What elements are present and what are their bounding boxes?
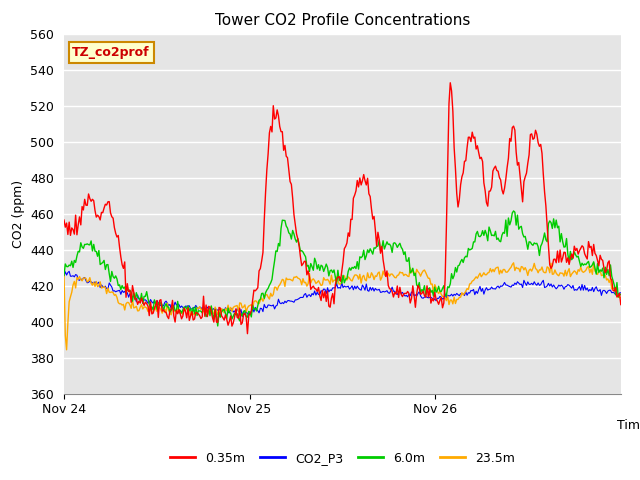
CO2_P3 <box>239 314 246 320</box>
Text: TZ_co2prof: TZ_co2prof <box>72 46 150 59</box>
CO2_P3 <box>617 290 625 296</box>
CO2_P3 <box>573 287 580 293</box>
0.35m <box>447 80 454 85</box>
6.0m <box>448 271 456 276</box>
CO2_P3 <box>503 282 511 288</box>
23.5m <box>448 297 456 303</box>
0.35m <box>617 302 625 308</box>
0.35m <box>492 163 499 169</box>
23.5m <box>617 295 625 300</box>
0.35m <box>60 217 68 223</box>
Line: 6.0m: 6.0m <box>64 211 621 326</box>
Title: Tower CO2 Profile Concentrations: Tower CO2 Profile Concentrations <box>214 13 470 28</box>
23.5m <box>60 271 68 277</box>
Line: 23.5m: 23.5m <box>64 263 621 350</box>
23.5m <box>590 260 598 265</box>
6.0m <box>60 273 68 278</box>
CO2_P3 <box>60 273 68 279</box>
6.0m <box>490 233 498 239</box>
X-axis label: Time: Time <box>616 419 640 432</box>
0.35m <box>573 246 580 252</box>
Legend: 0.35m, CO2_P3, 6.0m, 23.5m: 0.35m, CO2_P3, 6.0m, 23.5m <box>165 447 520 469</box>
CO2_P3 <box>492 286 499 292</box>
23.5m <box>490 269 498 275</box>
6.0m <box>103 262 111 268</box>
Y-axis label: CO2 (ppm): CO2 (ppm) <box>12 180 25 248</box>
CO2_P3 <box>449 293 457 299</box>
0.35m <box>385 283 392 288</box>
23.5m <box>572 269 579 275</box>
6.0m <box>509 208 517 214</box>
23.5m <box>63 347 70 353</box>
23.5m <box>104 285 112 291</box>
23.5m <box>385 270 392 276</box>
6.0m <box>214 323 221 329</box>
6.0m <box>385 241 392 247</box>
6.0m <box>617 292 625 298</box>
6.0m <box>573 254 580 260</box>
0.35m <box>449 108 457 114</box>
CO2_P3 <box>65 268 73 274</box>
23.5m <box>502 269 509 275</box>
0.35m <box>503 165 511 170</box>
6.0m <box>502 217 509 223</box>
0.35m <box>103 202 111 208</box>
CO2_P3 <box>386 290 394 296</box>
0.35m <box>244 331 252 336</box>
Line: CO2_P3: CO2_P3 <box>64 271 621 317</box>
CO2_P3 <box>104 286 112 292</box>
Line: 0.35m: 0.35m <box>64 83 621 334</box>
